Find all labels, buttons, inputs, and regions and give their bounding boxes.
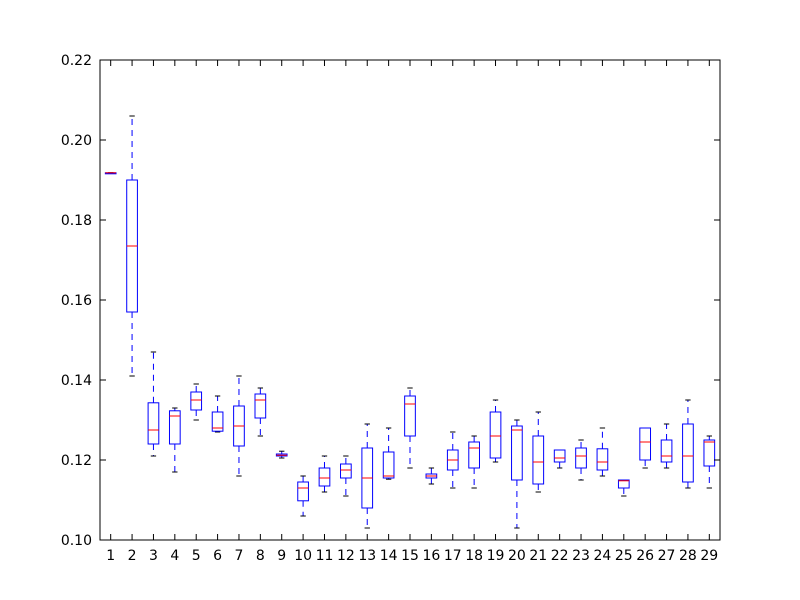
box <box>596 448 609 471</box>
box <box>211 411 224 432</box>
box-group <box>104 172 117 175</box>
box-group <box>340 455 352 497</box>
y-tick-label: 0.10 <box>61 533 92 549</box>
box <box>511 425 523 481</box>
box <box>297 481 309 502</box>
box <box>617 479 630 489</box>
box-group <box>147 351 160 457</box>
x-tick-label: 11 <box>316 548 334 564</box>
x-tick-label: 21 <box>529 548 547 564</box>
x-tick-label: 3 <box>149 548 158 564</box>
y-tick-label: 0.18 <box>61 213 92 229</box>
x-tick-label: 19 <box>487 548 505 564</box>
x-tick-label: 28 <box>679 548 697 564</box>
y-tick-label: 0.22 <box>61 53 92 69</box>
box-group <box>382 427 395 480</box>
y-tick-label: 0.16 <box>61 293 92 309</box>
x-tick-label: 26 <box>636 548 654 564</box>
box-group <box>703 435 716 489</box>
y-tick-label: 0.12 <box>61 453 92 469</box>
x-tick-label: 2 <box>128 548 137 564</box>
x-tick-label: 6 <box>213 548 222 564</box>
x-tick-label: 1 <box>106 548 115 564</box>
x-tick-label: 17 <box>444 548 462 564</box>
box-group <box>446 431 459 489</box>
box-group <box>168 407 181 473</box>
box-group <box>297 475 309 517</box>
box-group <box>511 419 523 529</box>
box <box>404 395 416 437</box>
box-group <box>361 423 374 529</box>
box-group <box>660 423 673 469</box>
box-group <box>211 395 224 433</box>
x-tick-label: 18 <box>465 548 483 564</box>
box <box>553 449 566 463</box>
x-tick-label: 7 <box>235 548 244 564</box>
box <box>468 441 480 469</box>
x-tick-label: 12 <box>337 548 355 564</box>
box <box>660 439 673 463</box>
y-axis: 0.10 0.12 0.14 0.16 0.18 0.20 0.22 <box>61 53 720 549</box>
x-tick-label: 9 <box>277 548 286 564</box>
x-axis: 1 2 3 4 5 6 7 8 9 10 11 12 13 14 15 16 17 18 19 20 21 22 23 24 2… <box>106 60 718 564</box>
box-group <box>404 387 416 469</box>
x-tick-label: 27 <box>658 548 676 564</box>
x-tick-label: 8 <box>256 548 265 564</box>
box-group <box>126 115 138 377</box>
box-group <box>682 399 694 489</box>
x-tick-label: 4 <box>170 548 179 564</box>
y-tick-label: 0.14 <box>61 373 92 389</box>
x-tick-label: 23 <box>572 548 590 564</box>
box-group <box>532 411 545 493</box>
box <box>532 435 545 485</box>
box <box>703 439 716 467</box>
box-group <box>318 455 331 493</box>
box-group <box>617 479 630 497</box>
x-tick-label: 15 <box>401 548 419 564</box>
x-tick-label: 24 <box>593 548 611 564</box>
x-tick-label: 14 <box>380 548 398 564</box>
x-tick-label: 10 <box>294 548 312 564</box>
box <box>147 402 160 445</box>
box-group <box>233 375 245 477</box>
x-tick-label: 20 <box>508 548 526 564</box>
box <box>340 463 352 479</box>
x-tick-label: 13 <box>358 548 376 564</box>
box-group <box>596 427 609 477</box>
x-tick-label: 22 <box>551 548 569 564</box>
box-group <box>254 387 267 437</box>
box <box>318 467 331 487</box>
box-group <box>468 435 480 489</box>
box <box>682 423 694 483</box>
box-group <box>489 399 502 463</box>
box-group <box>190 383 203 421</box>
box-group <box>275 450 288 459</box>
box-group <box>553 449 566 469</box>
box <box>575 447 587 469</box>
x-tick-label: 5 <box>192 548 201 564</box>
chart-marks <box>104 115 716 529</box>
y-tick-label: 0.20 <box>61 133 92 149</box>
box <box>190 391 203 411</box>
box-group <box>639 427 652 469</box>
x-tick-label: 29 <box>700 548 718 564</box>
x-tick-label: 25 <box>615 548 633 564</box>
box <box>382 451 395 479</box>
box <box>639 427 652 461</box>
box-group <box>575 439 587 481</box>
box <box>254 393 267 419</box>
x-tick-label: 16 <box>422 548 440 564</box>
box <box>168 410 181 445</box>
box-group <box>425 467 438 485</box>
box <box>489 411 502 459</box>
